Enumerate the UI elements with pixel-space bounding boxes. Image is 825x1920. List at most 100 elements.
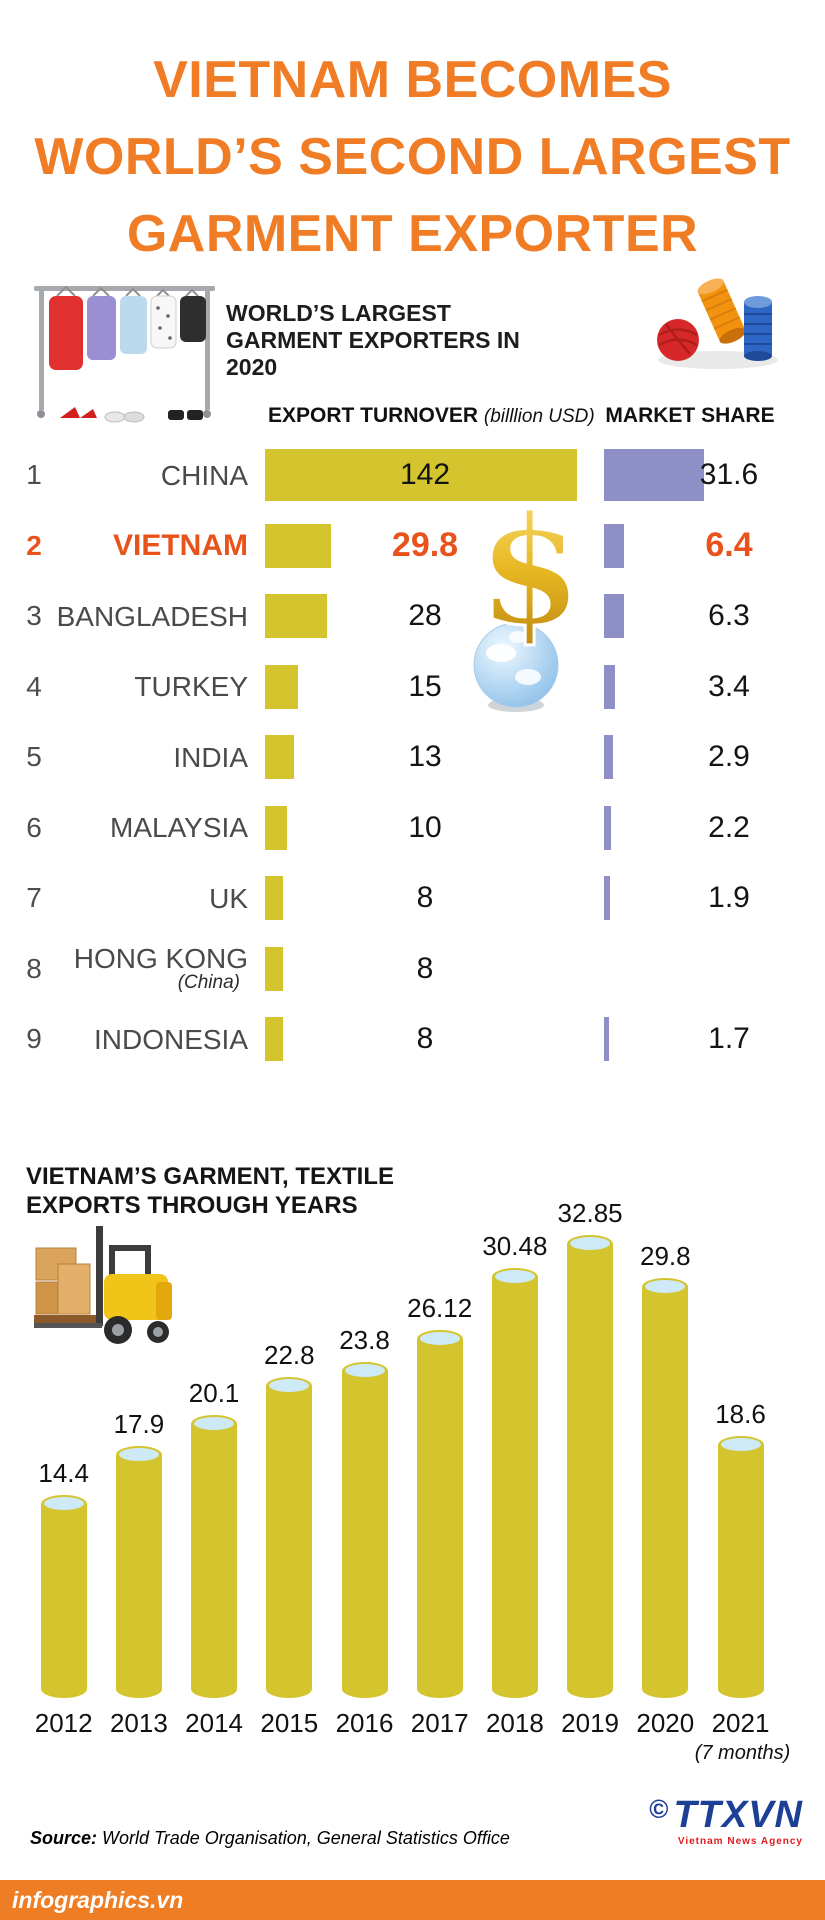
cylinder-top xyxy=(720,1437,761,1451)
share-value xyxy=(674,934,784,1005)
share-value: 1.7 xyxy=(708,1022,750,1056)
year-label: 2020 xyxy=(636,1708,695,1738)
chart-bar xyxy=(115,1445,162,1698)
cylinder-top xyxy=(570,1236,611,1250)
country-label: BANGLADESH xyxy=(52,581,248,652)
turnover-bar xyxy=(265,523,331,568)
chart-bar xyxy=(191,1414,238,1698)
column-header-turnover: EXPORT TURNOVER (billlion USD) xyxy=(268,404,595,428)
chart-bar xyxy=(717,1435,764,1698)
section1-heading: WORLD’S LARGEST GARMENT EXPORTERS IN 202… xyxy=(226,300,520,380)
country-name: MALAYSIA xyxy=(110,812,248,844)
cylinder-top xyxy=(43,1496,84,1510)
chart-bar xyxy=(416,1329,463,1698)
rank-label: 2 xyxy=(26,529,42,561)
turnover-cell: 10 xyxy=(265,793,585,864)
turnover-cell: 29.8 xyxy=(265,511,585,582)
share-cell: 2.9 xyxy=(604,722,825,793)
chart-bar xyxy=(491,1268,538,1698)
clothes-rack-icon xyxy=(30,266,220,431)
site-link[interactable]: infographics.vn xyxy=(12,1886,184,1913)
bar-value-label: 32.85 xyxy=(557,1197,623,1228)
share-bar xyxy=(604,1017,610,1062)
chart-bar xyxy=(40,1494,87,1698)
share-value: 1.9 xyxy=(708,881,750,915)
country-name: UK xyxy=(209,882,248,914)
source-line: Source: World Trade Organisation, General… xyxy=(30,1828,510,1849)
rank-label: 4 xyxy=(26,670,42,702)
year-label: 2017 xyxy=(410,1708,469,1738)
share-bar xyxy=(604,805,611,850)
country-note: (China) xyxy=(177,972,240,994)
country-label: INDIA xyxy=(52,722,248,793)
year-label: 2013 xyxy=(109,1708,168,1738)
thread-spools-icon xyxy=(650,260,790,377)
turnover-cell: 13 xyxy=(265,722,585,793)
turnover-cell: 28 xyxy=(265,581,585,652)
rank-label: 7 xyxy=(26,882,42,914)
share-bar xyxy=(604,876,611,921)
exporters-table: 1 CHINA 142 31.6 2 VIETNAM 29.8 6.4 3 xyxy=(0,440,825,1075)
title-line: GARMENT EXPORTER xyxy=(126,205,699,263)
share-value: 6.3 xyxy=(708,599,750,633)
turnover-bar xyxy=(265,594,327,639)
share-cell: 6.3 xyxy=(604,581,825,652)
exports-chart: (7 months) 14.4 2012 17.9 2013 20.1 2014 22.8 2… xyxy=(0,1160,825,1800)
turnover-bar xyxy=(265,664,298,709)
turnover-value: 8 xyxy=(416,1022,434,1056)
cylinder-top xyxy=(494,1270,535,1284)
cylinder-top xyxy=(269,1378,310,1392)
year-label: 2015 xyxy=(260,1708,319,1738)
turnover-value: 142 xyxy=(399,458,451,492)
rank-label: 6 xyxy=(26,811,42,843)
bar-value-label: 29.8 xyxy=(639,1240,691,1271)
chart-bar xyxy=(266,1376,313,1698)
source-text: World Trade Organisation, General Statis… xyxy=(102,1828,510,1848)
bar-value-label: 26.12 xyxy=(407,1292,473,1323)
title-line: VIETNAM BECOMES xyxy=(153,51,672,109)
exporter-row: 8 HONG KONG (China) 8 xyxy=(0,934,825,1005)
share-value: 3.4 xyxy=(708,669,750,703)
turnover-cell: 8 xyxy=(265,934,585,1005)
year-label: 2014 xyxy=(185,1708,244,1738)
bar-value-label: 23.8 xyxy=(339,1325,390,1356)
share-value: 6.4 xyxy=(705,526,753,565)
country-name: INDONESIA xyxy=(93,1023,248,1055)
share-bar xyxy=(604,523,625,568)
bar-value-label: 14.4 xyxy=(38,1457,89,1488)
share-cell: 3.4 xyxy=(604,652,825,723)
turnover-cell: 15 xyxy=(265,652,585,723)
rank-label: 1 xyxy=(26,459,42,491)
exporter-row: 2 VIETNAM 29.8 6.4 xyxy=(0,511,825,582)
title-line: WORLD’S SECOND LARGEST xyxy=(34,128,791,186)
page-title: VIETNAM BECOMES WORLD’S SECOND LARGEST G… xyxy=(0,42,825,273)
cylinder-top xyxy=(419,1331,460,1345)
country-label: INDONESIA xyxy=(52,1004,248,1075)
exporter-row: 3 BANGLADESH 28 6.3 xyxy=(0,581,825,652)
ttxvn-logo: © TTXVN Vietnam News Agency xyxy=(649,1796,803,1847)
turnover-bar xyxy=(265,735,294,780)
agency-subtitle: Vietnam News Agency xyxy=(677,1836,803,1847)
share-bar xyxy=(604,735,614,780)
footer-bar: infographics.vn xyxy=(0,1880,825,1920)
bar-value-label: 22.8 xyxy=(263,1339,315,1370)
year-label: 2012 xyxy=(34,1708,93,1738)
share-value: 2.9 xyxy=(708,740,750,774)
year-label: 2018 xyxy=(485,1708,544,1738)
share-cell xyxy=(604,934,825,1005)
exporter-row: 7 UK 8 1.9 xyxy=(0,863,825,934)
share-bar xyxy=(604,449,705,502)
chart-bar xyxy=(642,1277,689,1698)
cylinder-top xyxy=(645,1279,686,1293)
country-label: UK xyxy=(52,863,248,934)
rank-label: 8 xyxy=(26,952,42,984)
agency-name: TTXVN xyxy=(673,1794,803,1836)
svg-text:$: $ xyxy=(478,505,582,659)
country-label: HONG KONG (China) xyxy=(52,934,248,1005)
country-name: CHINA xyxy=(160,459,248,491)
turnover-value: 10 xyxy=(408,810,442,844)
turnover-bar xyxy=(265,805,287,850)
turnover-value: 29.8 xyxy=(391,526,459,565)
cylinder-top xyxy=(194,1416,235,1430)
country-label: VIETNAM xyxy=(52,511,248,582)
